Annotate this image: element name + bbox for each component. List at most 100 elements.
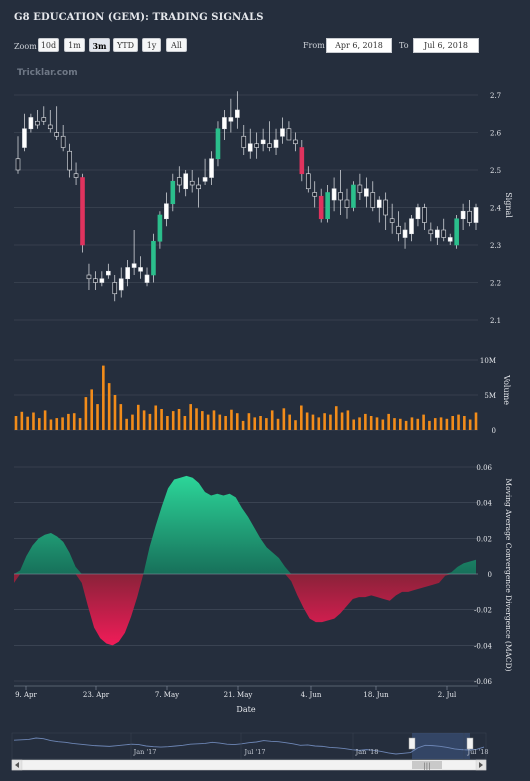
zoom-ytd-button[interactable]: YTD — [113, 38, 138, 52]
candle — [93, 278, 98, 283]
candle — [357, 184, 363, 193]
volume-bar — [294, 420, 297, 430]
candle — [273, 139, 279, 148]
volume-bar — [445, 418, 449, 430]
candle — [260, 139, 266, 145]
zoom-all-button[interactable]: All — [166, 38, 187, 52]
range-from-input[interactable]: Apr 6, 2018 — [326, 38, 392, 53]
candle — [267, 143, 272, 148]
volume-bar — [212, 410, 216, 430]
navigator-tick-label: Jul '17 — [244, 748, 266, 756]
volume-bar — [410, 417, 414, 430]
candle — [351, 184, 356, 208]
volume-bar — [451, 416, 455, 430]
volume-bar — [90, 389, 93, 430]
volume-bar — [102, 365, 105, 430]
volume-bar — [311, 414, 315, 430]
candle — [447, 237, 453, 242]
macd-tick-label: -0.06 — [474, 678, 492, 686]
navigator-selection[interactable] — [412, 733, 470, 759]
candle — [396, 225, 401, 235]
signal-tick-label: 2.7 — [490, 92, 501, 100]
x-tick-label: 23. Apr — [83, 691, 110, 699]
volume-axis-title: Volume — [502, 374, 511, 405]
candle — [202, 177, 208, 182]
volume-bar — [300, 405, 303, 430]
candle — [138, 267, 143, 272]
volume-bar — [416, 418, 420, 430]
volume-bar — [259, 416, 262, 430]
signal-tick-label: 2.3 — [490, 242, 501, 250]
signal-tick-label: 2.1 — [490, 317, 501, 325]
candle — [286, 128, 292, 141]
volume-bar — [422, 414, 425, 430]
zoom-3m-button[interactable]: 3m — [89, 38, 110, 52]
volume-bar — [230, 409, 233, 430]
candle — [389, 218, 395, 223]
scrollbar-right-arrow-icon — [479, 762, 483, 768]
volume-bar — [37, 418, 41, 430]
navigator-tick-label: Jul '18 — [467, 748, 489, 756]
macd-negative-area — [14, 574, 476, 646]
volume-bar — [329, 414, 332, 430]
candle — [170, 180, 176, 205]
candle — [467, 210, 472, 223]
candle — [222, 117, 227, 130]
candle — [157, 214, 163, 242]
zoom-10d-button[interactable]: 10d — [38, 38, 59, 52]
candle — [383, 199, 388, 216]
candle — [409, 218, 414, 235]
volume-bar — [468, 419, 472, 430]
range-from-label: From — [303, 41, 325, 50]
candle — [247, 143, 253, 152]
volume-bar — [119, 404, 123, 430]
zoom-1m-button[interactable]: 1m — [64, 38, 85, 52]
navigator-tick-label: Jan '18 — [355, 748, 379, 756]
x-tick-label: 18. Jun — [363, 691, 389, 699]
candle — [118, 278, 124, 291]
scrollbar-left-arrow-icon — [15, 762, 19, 768]
candle — [131, 263, 137, 268]
signal-tick-label: 2.5 — [490, 167, 501, 175]
macd-axis-title: Moving Average Convergence Divergence (M… — [504, 478, 513, 671]
x-axis-title: Date — [236, 705, 255, 714]
navigator-handle-left[interactable] — [408, 737, 416, 750]
candle — [73, 173, 79, 178]
volume-bar — [282, 408, 286, 430]
volume-bar — [253, 417, 257, 430]
candle — [151, 240, 156, 276]
volume-bar — [206, 414, 210, 430]
candle — [473, 207, 479, 223]
macd-positive-area — [14, 475, 476, 574]
volume-bar — [346, 410, 350, 430]
volume-bar — [305, 412, 309, 430]
candle — [144, 274, 150, 283]
zoom-1y-button[interactable]: 1y — [142, 38, 161, 52]
range-to-label: To — [399, 41, 409, 50]
candle — [41, 117, 47, 122]
volume-bar — [148, 413, 152, 430]
scrollbar-thumb[interactable] — [412, 761, 442, 769]
volume-bar — [288, 414, 291, 430]
volume-bar — [160, 409, 163, 430]
volume-bar — [270, 410, 274, 430]
candle — [22, 128, 27, 148]
candle — [215, 128, 221, 160]
volume-bar — [154, 405, 158, 430]
volume-bar — [183, 416, 187, 430]
range-to-input[interactable]: Jul 6, 2018 — [413, 38, 479, 53]
volume-bar — [463, 416, 466, 430]
navigator-handle-right[interactable] — [466, 737, 474, 750]
signal-tick-label: 2.6 — [490, 130, 502, 138]
volume-bar — [55, 418, 59, 430]
volume-bar — [67, 413, 70, 430]
volume-bar — [404, 420, 408, 430]
candle — [376, 199, 382, 208]
candle — [318, 195, 324, 220]
candle — [183, 173, 189, 190]
candle — [441, 229, 447, 238]
volume-bar — [201, 411, 204, 430]
volume-bar — [334, 406, 338, 430]
volume-bar — [49, 419, 53, 430]
